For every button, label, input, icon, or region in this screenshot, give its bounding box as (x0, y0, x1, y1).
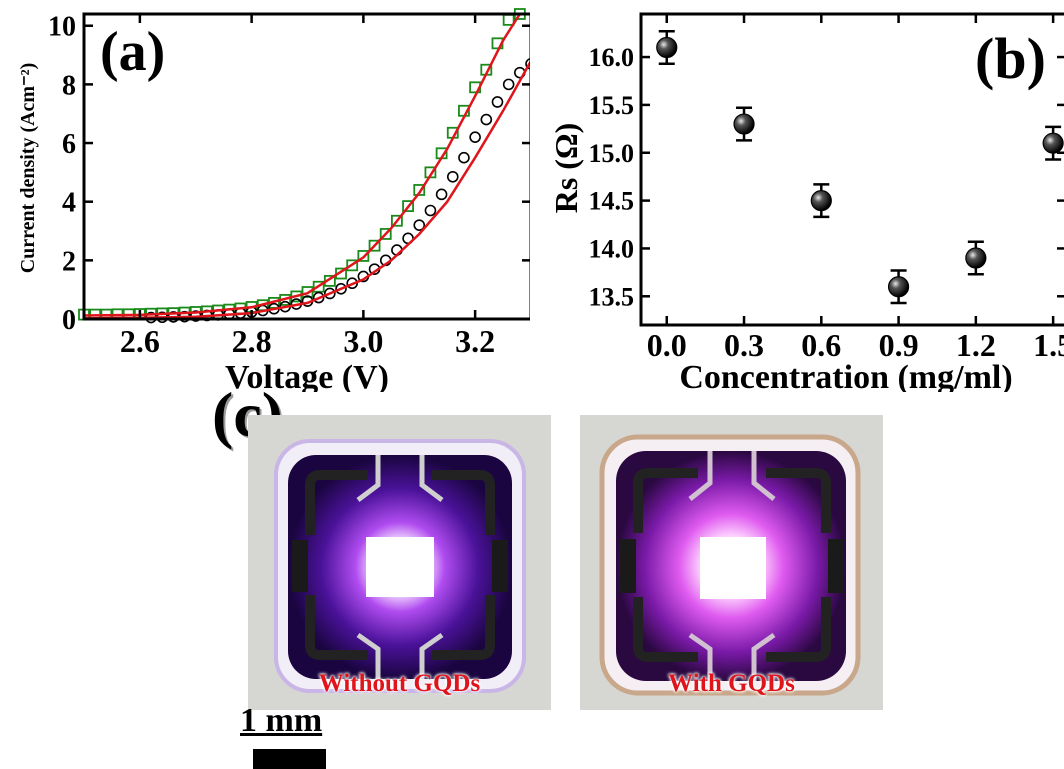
led-photo-with-gqds: With GQDs (580, 415, 883, 710)
data-point (733, 113, 755, 135)
data-point-square (402, 200, 414, 212)
x-tick-label: 0.6 (801, 327, 841, 363)
y-tick-label: 0 (62, 305, 76, 336)
data-point (656, 36, 678, 59)
y-tick-label: 6 (62, 129, 76, 160)
data-point-circle (469, 131, 481, 143)
x-tick-label: 2.8 (232, 323, 272, 359)
data-point-circle (502, 78, 515, 91)
fit-line-2 (83, 13, 521, 317)
chart-a: 2.6 2.8 3.0 3.2 0 2 4 6 8 10 (a) Voltage (V) Curr… (17, 8, 530, 392)
x-tick-label: 1.5 (1033, 327, 1064, 363)
y-tick-label: 14.5 (589, 187, 635, 216)
y-tick-label: 10 (48, 12, 76, 43)
data-point-square (379, 228, 392, 240)
y-tick-label: 15.0 (589, 139, 635, 168)
chart-b-panel-label: (b) (975, 26, 1046, 91)
data-point-circle (324, 287, 336, 300)
without-gqds-label: Without GQDs (318, 670, 481, 697)
data-point (887, 276, 910, 298)
y-tick-label: 13.5 (589, 282, 635, 311)
led-chip-image (248, 415, 551, 710)
data-point-square (502, 13, 515, 26)
data-point-circle (312, 291, 325, 304)
scale-bar (253, 749, 326, 769)
y-tick-label: 8 (62, 70, 76, 101)
y-tick-label: 16.0 (589, 43, 635, 72)
y-tick-label: 4 (62, 188, 76, 219)
data-point-circle (480, 113, 493, 126)
data-point-square (357, 250, 370, 262)
chart-b-frame (639, 12, 1064, 327)
data-point-circle (424, 204, 437, 217)
data-point-square (368, 239, 381, 252)
data-point-square (390, 214, 403, 227)
data-point-circle (525, 58, 530, 70)
scale-bar-label: 1 mm (240, 702, 323, 739)
data-point (810, 190, 832, 212)
chart-a-ylabel: Current density (Acm⁻²) (17, 63, 39, 274)
x-tick-label: 0.3 (724, 327, 764, 363)
x-tick-label: 0.9 (879, 327, 919, 363)
data-point-circle (413, 219, 426, 231)
y-tick-label: 14.0 (589, 234, 635, 263)
fit-line-3 (83, 60, 530, 320)
led-photo-without-gqds: Without GQDs (248, 415, 551, 710)
with-gqds-label: With GQDs (668, 670, 795, 697)
chart-a-panel-label: (a) (100, 21, 165, 83)
data-point-circle (435, 188, 448, 201)
x-tick-label: 3.2 (455, 323, 495, 359)
data-point (1042, 132, 1064, 154)
chart-b: 0.0 0.3 0.6 0.9 1.2 1.5 13.5 14.0 14.5 15.0 15.5 16… (548, 12, 1064, 392)
chart-b-ylabel: Rs (Ω) (548, 123, 584, 214)
data-point-square (346, 259, 359, 272)
x-tick-label: 3.0 (343, 323, 383, 359)
data-point-circle (458, 151, 470, 164)
data-point-circle (491, 96, 504, 108)
data-point-circle (335, 282, 347, 295)
y-tick-label: 15.5 (589, 91, 635, 120)
chart-b-xlabel: Concentration (mg/ml) (679, 359, 1012, 392)
data-point-square (312, 280, 325, 293)
x-tick-label: 0.0 (647, 327, 687, 363)
data-point (965, 247, 987, 269)
x-tick-label: 2.6 (120, 323, 160, 359)
led-chip-image (580, 415, 883, 710)
y-tick-label: 2 (62, 246, 76, 277)
data-point-square (301, 286, 314, 298)
chart-a-xlabel: Voltage (V) (225, 359, 389, 392)
x-tick-label: 1.2 (956, 327, 996, 363)
chart-a-frame (82, 12, 530, 321)
data-point-circle (446, 170, 459, 183)
